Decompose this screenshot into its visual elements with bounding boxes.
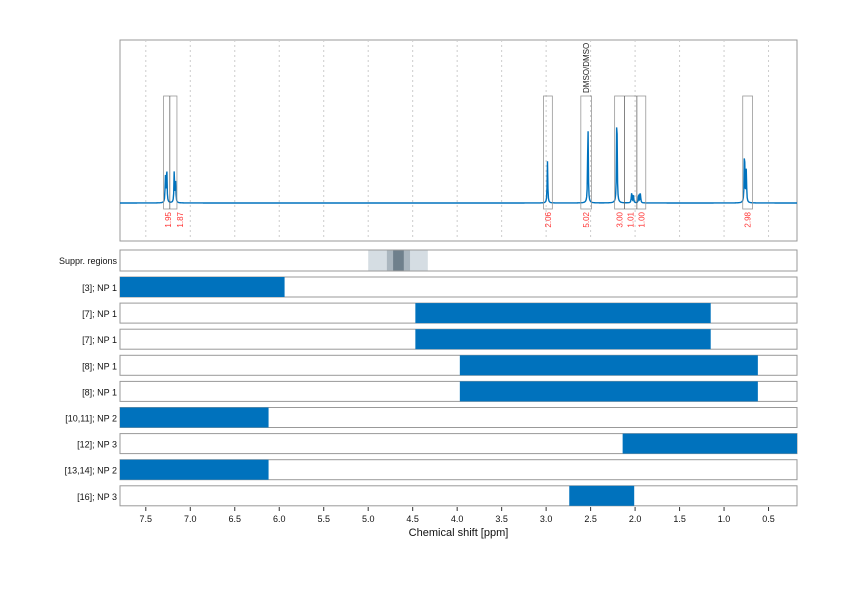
row-label: [13,14]; NP 2 — [65, 466, 117, 476]
x-tick-label: 5.0 — [362, 514, 375, 524]
range-bar — [120, 407, 269, 428]
x-tick-label: 7.5 — [140, 514, 153, 524]
x-tick-label: 2.0 — [629, 514, 642, 524]
integral-label: 1.95 — [164, 211, 173, 227]
integral-label: 1.87 — [176, 211, 185, 227]
integral-region-box — [580, 95, 592, 210]
x-tick-label: 5.5 — [317, 514, 330, 524]
integral-label: 1.00 — [637, 211, 646, 227]
x-tick-label: 7.0 — [184, 514, 197, 524]
row-label: [16]; NP 3 — [77, 492, 117, 502]
spectrum-panel — [119, 39, 798, 242]
range-bar — [120, 277, 285, 297]
range-bar — [415, 329, 711, 350]
spectrum-line — [120, 127, 797, 204]
peak-annotation: DMSO/DMSO — [582, 43, 591, 93]
range-bar — [622, 433, 797, 454]
integral-label: 2.98 — [744, 211, 753, 227]
integral-region-box — [163, 95, 178, 210]
row-label: [8]; NP 1 — [82, 361, 117, 371]
range-bar — [569, 485, 635, 506]
x-axis-label: Chemical shift [ppm] — [409, 527, 509, 539]
integral-label: 3.00 — [616, 211, 625, 227]
row-label: [10,11]; NP 2 — [65, 414, 117, 424]
x-tick-label: 2.5 — [584, 514, 597, 524]
x-tick-label: 4.5 — [406, 514, 419, 524]
x-tick-label: 6.0 — [273, 514, 286, 524]
suppression-band — [393, 250, 404, 271]
x-tick-label: 3.5 — [495, 514, 508, 524]
row-label: Suppr. regions — [59, 256, 118, 266]
range-bar — [120, 459, 269, 480]
integral-label: 1.01 — [627, 211, 636, 227]
row-label: [12]; NP 3 — [77, 440, 117, 450]
integral-region-box — [742, 95, 753, 210]
x-tick-label: 3.0 — [540, 514, 553, 524]
x-tick-label: 4.0 — [451, 514, 464, 524]
integral-label: 5.02 — [582, 211, 591, 227]
row-label: [8]; NP 1 — [82, 387, 117, 397]
integral-label: 2.06 — [544, 211, 553, 227]
bar-row — [119, 485, 798, 507]
x-tick-label: 1.5 — [673, 514, 686, 524]
suppression-row — [119, 249, 798, 272]
row-label: [7]; NP 1 — [82, 335, 117, 345]
integral-region-box — [543, 95, 553, 210]
range-bar — [459, 381, 758, 402]
row-label: [7]; NP 1 — [82, 309, 117, 319]
x-tick-label: 0.5 — [762, 514, 775, 524]
row-label: [3]; NP 1 — [82, 283, 117, 293]
range-bar — [459, 355, 758, 376]
x-tick-label: 1.0 — [718, 514, 731, 524]
x-tick-label: 6.5 — [229, 514, 242, 524]
range-bar — [415, 303, 711, 324]
integral-region-box — [614, 95, 647, 210]
